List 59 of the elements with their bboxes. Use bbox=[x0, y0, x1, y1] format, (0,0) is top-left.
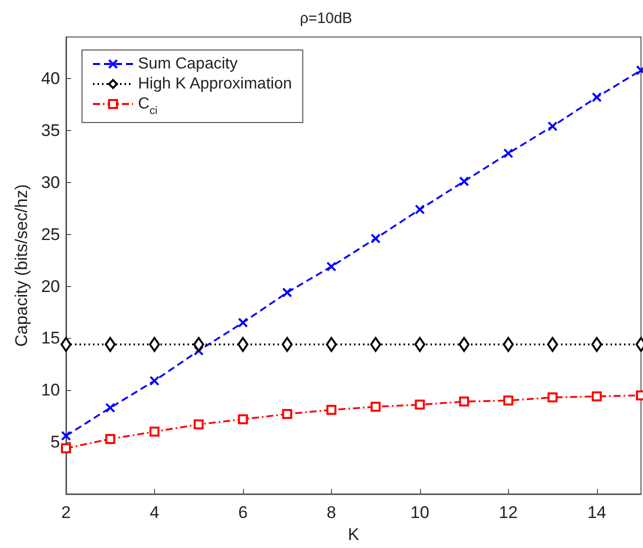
y-tick-label: 35 bbox=[41, 120, 60, 140]
x-tick-label: 4 bbox=[150, 503, 160, 522]
point bbox=[459, 176, 470, 186]
point bbox=[193, 336, 204, 352]
point bbox=[60, 336, 72, 352]
point bbox=[326, 262, 336, 272]
point bbox=[104, 336, 116, 352]
point bbox=[194, 419, 204, 430]
point bbox=[149, 376, 160, 386]
point bbox=[326, 336, 337, 352]
y-tick-label: 10 bbox=[41, 380, 60, 400]
point bbox=[326, 404, 336, 415]
chart-title: ρ=10dB bbox=[300, 10, 352, 27]
point bbox=[238, 318, 248, 328]
point bbox=[370, 402, 381, 412]
point bbox=[592, 391, 602, 402]
y-tick-label: 15 bbox=[41, 328, 60, 348]
point bbox=[282, 336, 293, 352]
point bbox=[592, 92, 602, 102]
x-tick-label: 2 bbox=[61, 503, 71, 522]
point bbox=[105, 402, 116, 413]
legend-label: High K Approximation bbox=[138, 76, 292, 92]
point bbox=[148, 336, 160, 352]
x-tick-label: 14 bbox=[587, 503, 606, 522]
point bbox=[370, 336, 382, 352]
x-tick-label: 10 bbox=[410, 503, 430, 522]
point bbox=[548, 121, 558, 132]
point bbox=[547, 336, 558, 352]
point bbox=[414, 400, 425, 410]
y-tick-label: 20 bbox=[41, 276, 60, 296]
point bbox=[61, 443, 71, 454]
point bbox=[591, 336, 602, 352]
y-tick-label: 40 bbox=[41, 69, 60, 88]
x-tick-label: 6 bbox=[238, 503, 248, 522]
point bbox=[503, 148, 514, 158]
point bbox=[61, 430, 71, 441]
x-tick-label: 12 bbox=[498, 503, 518, 522]
y-axis-title: Capacity (bits/sec/hz) bbox=[12, 184, 31, 347]
point bbox=[548, 392, 558, 402]
y-tick-label: 25 bbox=[41, 224, 60, 244]
point bbox=[237, 336, 248, 352]
point bbox=[458, 336, 470, 352]
point bbox=[149, 426, 160, 437]
point bbox=[459, 396, 470, 407]
point bbox=[105, 434, 116, 444]
point bbox=[370, 233, 381, 244]
x-axis-title: K bbox=[348, 525, 360, 544]
legend-label: Sum Capacity bbox=[138, 56, 238, 72]
point bbox=[194, 346, 204, 356]
point bbox=[503, 396, 514, 406]
y-tick-label: 5 bbox=[50, 432, 60, 452]
point bbox=[282, 409, 292, 420]
point bbox=[282, 288, 292, 298]
point bbox=[414, 336, 426, 352]
y-tick-label: 30 bbox=[41, 172, 60, 192]
x-tick-label: 8 bbox=[326, 503, 336, 522]
point bbox=[238, 414, 248, 424]
point bbox=[502, 336, 514, 352]
point bbox=[414, 204, 425, 214]
